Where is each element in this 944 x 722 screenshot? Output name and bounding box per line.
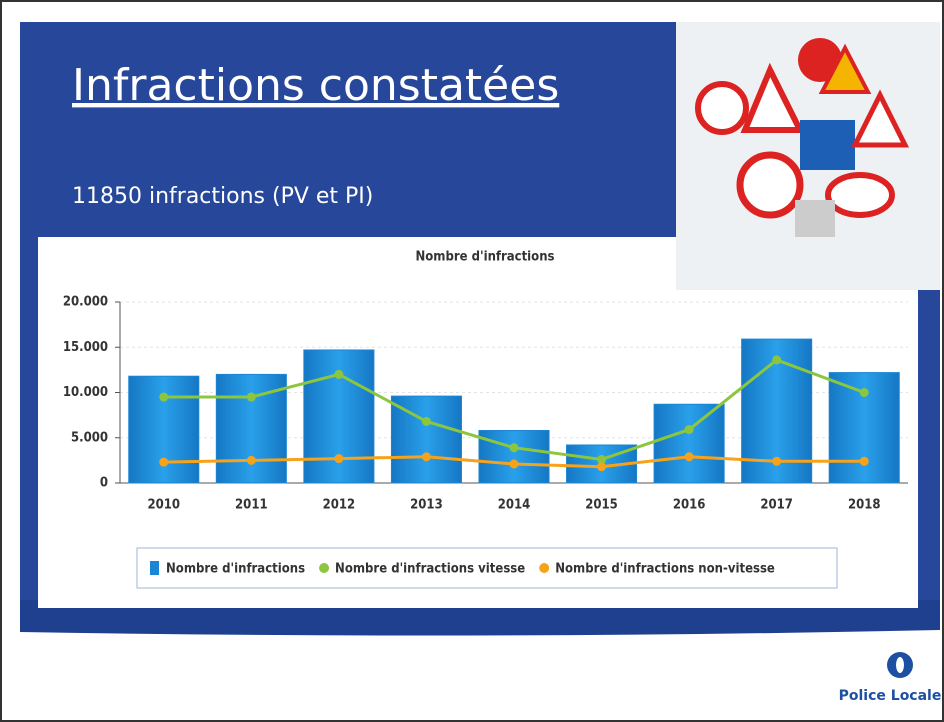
point (597, 454, 607, 464)
point (421, 416, 431, 426)
legend-swatch (319, 563, 330, 573)
point (859, 388, 869, 397)
x-tick-label: 2017 (760, 498, 793, 513)
x-tick-label: 2011 (235, 498, 268, 513)
point (859, 456, 869, 466)
y-tick-label: 5.000 (71, 430, 108, 445)
bar (128, 375, 200, 484)
x-tick-label: 2014 (498, 498, 531, 513)
logo-text: Police Locale (839, 688, 942, 704)
point (421, 452, 431, 462)
x-tick-label: 2010 (147, 498, 180, 513)
legend-swatch (539, 563, 550, 573)
bottom-band (20, 600, 940, 636)
y-tick-label: 0 (100, 476, 108, 491)
chart-title: Nombre d'infractions (415, 250, 554, 265)
point (246, 392, 256, 402)
y-tick-label: 10.000 (63, 385, 108, 400)
x-tick-label: 2012 (323, 498, 356, 513)
legend-swatch (150, 561, 159, 575)
legend-label: Nombre d'infractions non-vitesse (555, 562, 775, 577)
logo-icon (887, 652, 913, 678)
legend-label: Nombre d'infractions (166, 562, 305, 577)
signs-drawing (695, 38, 910, 265)
point (509, 443, 519, 453)
y-tick-label: 20.000 (63, 295, 108, 310)
legend-label: Nombre d'infractions vitesse (335, 562, 525, 577)
point (246, 455, 256, 465)
legend (136, 547, 838, 589)
point (684, 452, 694, 462)
point (509, 459, 519, 469)
point (334, 369, 344, 379)
point (772, 456, 782, 466)
bar (653, 403, 725, 484)
x-tick-label: 2015 (585, 498, 618, 513)
point (684, 425, 694, 435)
slide-title: Infractions constatées (72, 60, 559, 111)
bar (478, 430, 550, 484)
x-tick-label: 2018 (848, 498, 881, 513)
slide-subtitle: 11850 infractions (PV et PI) (72, 184, 373, 209)
x-tick-label: 2013 (410, 498, 443, 513)
y-tick-label: 15.000 (63, 340, 108, 355)
point (772, 355, 782, 365)
point (159, 392, 169, 402)
x-tick-label: 2016 (673, 498, 706, 513)
point (159, 457, 169, 467)
signs-image-bottom (676, 237, 940, 290)
point (597, 462, 607, 472)
point (334, 454, 344, 464)
